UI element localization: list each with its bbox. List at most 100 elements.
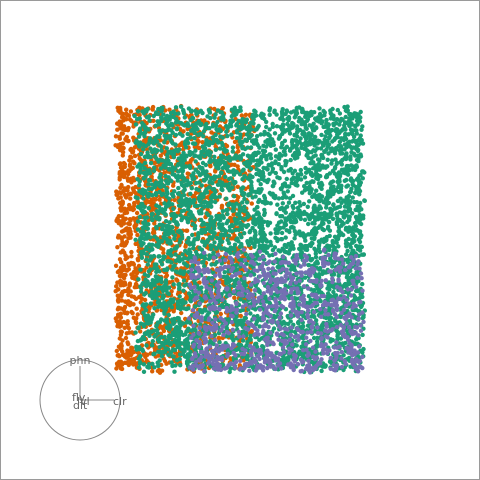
- scatter-point: [127, 302, 133, 308]
- scatter-point: [126, 359, 131, 364]
- scatter-point: [232, 105, 237, 111]
- scatter-point: [171, 282, 176, 287]
- scatter-point: [343, 156, 349, 162]
- scatter-point: [185, 352, 190, 357]
- scatter-point: [277, 156, 282, 161]
- scatter-point: [159, 201, 164, 206]
- scatter-point: [315, 339, 320, 344]
- scatter-point: [220, 135, 225, 140]
- scatter-point: [300, 190, 305, 195]
- scatter-point: [323, 134, 328, 139]
- scatter-point: [121, 243, 127, 248]
- scatter-point: [212, 106, 217, 112]
- scatter-point: [144, 115, 150, 120]
- scatter-point: [335, 216, 340, 221]
- scatter-point: [122, 325, 127, 330]
- scatter-point: [145, 262, 150, 267]
- scatter-point: [252, 108, 257, 113]
- scatter-point: [126, 326, 132, 331]
- scatter-point: [129, 180, 134, 185]
- scatter-point: [221, 274, 226, 279]
- scatter-point: [172, 197, 177, 203]
- scatter-point: [130, 311, 135, 316]
- scatter-point: [205, 207, 210, 212]
- scatter-point: [337, 204, 343, 209]
- scatter-point: [208, 164, 213, 169]
- scatter-point: [183, 262, 188, 267]
- scatter-point: [154, 156, 159, 161]
- scatter-point: [169, 305, 175, 310]
- scatter-point: [160, 105, 165, 111]
- scatter-point: [221, 215, 226, 220]
- scatter-point: [145, 226, 150, 231]
- scatter-point: [286, 200, 292, 205]
- scatter-point: [135, 232, 140, 238]
- scatter-point: [116, 214, 122, 219]
- scatter-point: [130, 149, 136, 154]
- scatter-point: [128, 154, 133, 159]
- scatter-point: [132, 200, 137, 206]
- scatter-point: [178, 363, 183, 368]
- scatter-point: [209, 204, 214, 209]
- scatter-point: [133, 184, 138, 190]
- scatter-point: [287, 196, 293, 201]
- scatter-point: [359, 127, 364, 132]
- scatter-point: [261, 143, 266, 148]
- scatter-point: [267, 133, 272, 138]
- scatter-point: [125, 340, 130, 345]
- scatter-point: [186, 256, 191, 262]
- scatter-point: [180, 252, 185, 257]
- scatter-point: [233, 221, 238, 226]
- scatter-point: [245, 145, 250, 150]
- scatter-point: [302, 175, 308, 180]
- scatter-point: [159, 115, 164, 120]
- scatter-point: [137, 183, 142, 188]
- scatter-point: [194, 180, 199, 186]
- scatter-point: [162, 309, 167, 315]
- scatter-point: [225, 133, 230, 139]
- scatter-point: [298, 242, 303, 247]
- scatter-point: [134, 269, 139, 274]
- scatter-point: [175, 163, 180, 168]
- scatter-point: [268, 163, 273, 168]
- scatter-point: [303, 185, 308, 190]
- scatter-point: [257, 190, 262, 195]
- scatter-point: [266, 177, 271, 182]
- scatter-point: [342, 104, 347, 110]
- scatter-point: [129, 254, 134, 259]
- scatter-point: [338, 196, 343, 201]
- scatter-point: [228, 118, 233, 124]
- scatter-point: [274, 211, 279, 216]
- scatter-point: [264, 250, 269, 255]
- scatter-point: [239, 113, 244, 118]
- scatter-point: [238, 313, 243, 319]
- scatter-point: [176, 254, 182, 260]
- scatter-point: [181, 189, 186, 194]
- scatter-point: [190, 232, 195, 238]
- scatter-point: [114, 192, 119, 197]
- scatter-point: [171, 211, 177, 217]
- scatter-point: [115, 298, 121, 303]
- scatter-point: [207, 235, 212, 240]
- scatter-point: [238, 105, 243, 110]
- scatter-point: [133, 140, 138, 145]
- scatter-point: [141, 369, 147, 374]
- scatter-point: [210, 140, 215, 146]
- scatter-point: [313, 254, 319, 260]
- scatter-point: [328, 321, 334, 326]
- scatter-point: [174, 341, 180, 346]
- scatter-point: [134, 210, 140, 216]
- scatter-point: [150, 247, 155, 252]
- scatter-point: [276, 265, 282, 270]
- scatter-point: [189, 128, 194, 133]
- scatter-point: [206, 212, 211, 218]
- scatter-point: [318, 205, 323, 211]
- scatter-point: [116, 287, 121, 292]
- scatter-point: [187, 216, 192, 221]
- scatter-point: [169, 149, 174, 155]
- scatter-point: [126, 292, 131, 298]
- scatter-point: [118, 205, 123, 211]
- scatter-point: [309, 314, 314, 319]
- scatter-point: [173, 105, 179, 110]
- scatter-point: [151, 196, 156, 202]
